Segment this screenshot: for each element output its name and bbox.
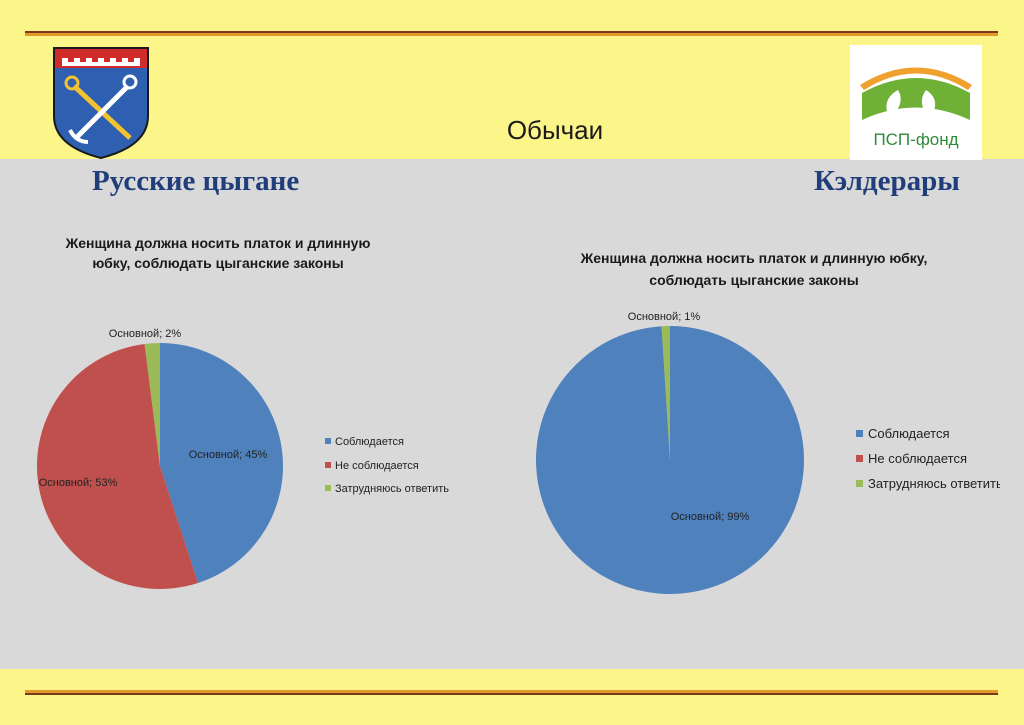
data-label-2: Основной; 53%	[39, 477, 118, 489]
legend: Соблюдается Не соблюдается Затрудняюсь о…	[325, 436, 449, 495]
pie-chart-left: Женщина должна носить платок и длинную ю…	[36, 235, 449, 589]
section-title-russian-gypsies: Русские цыгане	[92, 165, 300, 197]
legend-swatch-1	[325, 438, 331, 444]
top-stripe	[25, 31, 998, 36]
section-title-kalderash: Кэлдерары	[814, 165, 960, 197]
pie-slice-2	[36, 343, 199, 589]
legend-label-3: Затрудняюсь ответить	[335, 483, 449, 495]
data-label-3: Основной; 2%	[109, 328, 182, 340]
data-label-3: Основной; 1%	[628, 311, 701, 323]
pie-slice-3	[661, 326, 670, 460]
legend-label-1: Соблюдается	[868, 426, 950, 441]
pie-slice-1	[160, 343, 283, 583]
pie-chart-right: Женщина должна носить платок и длинную ю…	[536, 250, 1000, 594]
legend-swatch-2	[325, 462, 331, 468]
chart-title-line-2: соблюдать цыганские законы	[649, 272, 858, 288]
legend: Соблюдается Не соблюдается Затрудняюсь о…	[856, 426, 1000, 491]
legend-swatch-3	[325, 485, 331, 491]
legend-label-2: Не соблюдается	[868, 451, 967, 466]
slide-title: Обычаи	[506, 115, 604, 145]
legend-label-3: Затрудняюсь ответить	[868, 476, 1000, 491]
psp-fund-logo: ПСП-фонд	[850, 45, 982, 160]
chart-title-line-2: юбку, соблюдать цыганские законы	[92, 255, 343, 271]
chart-title-line-1: Женщина должна носить платок и длинную	[65, 235, 371, 251]
legend-label-1: Соблюдается	[335, 436, 404, 448]
legend-swatch-3	[856, 480, 863, 487]
data-label-1: Основной; 99%	[671, 511, 750, 523]
data-label-1: Основной; 45%	[189, 449, 268, 461]
pie-slices	[536, 326, 804, 594]
pie-slice-3	[144, 343, 160, 466]
legend-label-2: Не соблюдается	[335, 460, 419, 472]
logo-text: ПСП-фонд	[873, 130, 958, 149]
coat-of-arms-icon	[53, 47, 149, 160]
legend-swatch-2	[856, 455, 863, 462]
legend-swatch-1	[856, 430, 863, 437]
pie-slices	[36, 343, 283, 589]
bottom-stripe	[25, 690, 998, 695]
chart-title-line-1: Женщина должна носить платок и длинную ю…	[580, 250, 928, 266]
